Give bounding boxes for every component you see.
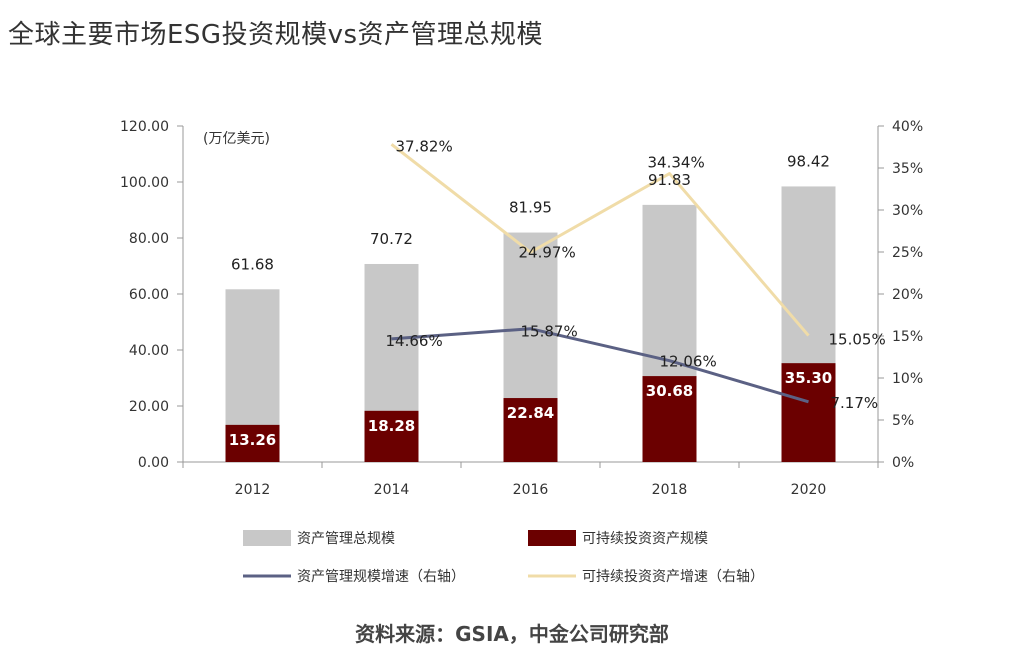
legend-swatch	[243, 530, 291, 546]
data-label-total-aum: 81.95	[509, 199, 552, 217]
chart-title: 全球主要市场ESG投资规模vs资产管理总规模	[8, 20, 544, 50]
y-tick-label-right: 15%	[892, 329, 923, 345]
x-tick-label: 2014	[374, 482, 410, 498]
legend-swatch	[528, 530, 576, 546]
y-tick-label-right: 40%	[892, 119, 923, 135]
y-tick-label-left: 60.00	[129, 287, 169, 303]
data-label-total-aum: 98.42	[787, 152, 830, 170]
y-tick-label-left: 0.00	[138, 455, 169, 471]
bar-esg-aum	[642, 376, 697, 462]
y-unit-label: (万亿美元)	[203, 131, 270, 147]
legend-label: 资产管理总规模	[297, 531, 395, 547]
esg-growth-label: 34.34%	[648, 154, 705, 172]
y-tick-label-right: 5%	[892, 413, 914, 429]
y-tick-label-right: 0%	[892, 455, 914, 471]
bar-esg-aum	[503, 398, 558, 462]
axes-layer: 0.00 20.00 40.00 60.00 80.00 100.00 120.00 0% 5%…	[120, 119, 923, 498]
esg-growth-label: 37.82%	[396, 137, 453, 155]
y-tick-label-left: 100.00	[120, 175, 169, 191]
y-tick-label-right: 25%	[892, 245, 923, 261]
aum-growth-label: 14.66%	[386, 332, 443, 350]
legend-label: 可持续投资资产规模	[582, 530, 708, 547]
x-tick-label: 2020	[791, 482, 827, 498]
data-label-total-aum: 61.68	[231, 255, 274, 273]
data-label-esg-aum: 30.68	[646, 382, 693, 400]
data-label-esg-aum: 13.26	[229, 431, 276, 449]
x-tick-label: 2016	[513, 482, 549, 498]
lines-layer	[390, 143, 810, 404]
esg-growth-label: 15.05%	[829, 331, 886, 349]
aum-growth-label: 12.06%	[660, 353, 717, 371]
data-label-total-aum: 91.83	[648, 171, 691, 189]
labels-layer: 61.68 70.72 81.95 91.83 98.42 13.26 18.28 22.84…	[229, 137, 886, 449]
bar-esg-aum	[364, 410, 419, 462]
bar-esg-aum	[781, 363, 836, 462]
aum-growth-label: 7.17%	[831, 394, 879, 412]
x-tick-label: 2018	[652, 482, 688, 498]
esg-growth-line	[390, 143, 810, 337]
y-tick-label-right: 20%	[892, 287, 923, 303]
data-label-esg-aum: 18.28	[368, 417, 415, 435]
y-tick-label-left: 80.00	[129, 231, 169, 247]
bars-layer	[225, 186, 836, 462]
data-label-total-aum: 70.72	[370, 230, 413, 248]
y-tick-label-right: 10%	[892, 371, 923, 387]
data-label-esg-aum: 35.30	[785, 369, 832, 387]
bar-esg-aum	[225, 424, 280, 462]
x-tick-label: 2012	[235, 482, 271, 498]
y-tick-label-left: 120.00	[120, 119, 169, 135]
source-note: 资料来源：GSIA，中金公司研究部	[355, 622, 669, 646]
esg-growth-label: 24.97%	[519, 243, 576, 261]
legend-label: 资产管理规模增速（右轴）	[297, 569, 465, 585]
data-label-esg-aum: 22.84	[507, 404, 554, 422]
y-tick-label-left: 20.00	[129, 399, 169, 415]
y-tick-label-left: 40.00	[129, 343, 169, 359]
y-tick-label-right: 30%	[892, 203, 923, 219]
chart-area: 0.00 20.00 40.00 60.00 80.00 100.00 120.00 0% 5%…	[120, 119, 923, 585]
legend-label: 可持续投资资产增速（右轴）	[582, 568, 764, 585]
y-tick-label-right: 35%	[892, 161, 923, 177]
aum-growth-label: 15.87%	[521, 323, 578, 341]
aum-growth-line	[391, 327, 809, 404]
